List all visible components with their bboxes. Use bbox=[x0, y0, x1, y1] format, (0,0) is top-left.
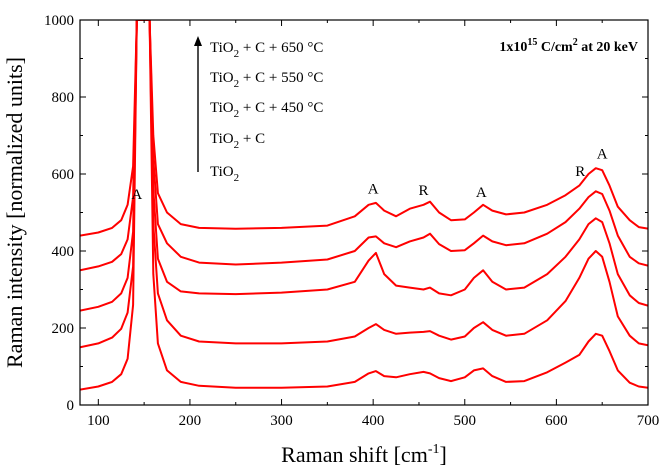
peak-label: A bbox=[476, 185, 487, 201]
x-tick-label: 700 bbox=[637, 413, 660, 429]
x-tick-label: 100 bbox=[87, 413, 110, 429]
peak-label: R bbox=[419, 183, 429, 199]
legend-entry: TiO2 + C + 650 °C bbox=[210, 40, 323, 60]
y-tick-label: 400 bbox=[52, 244, 75, 260]
peak-label: A bbox=[131, 187, 142, 203]
x-tick-label: 200 bbox=[179, 413, 202, 429]
x-tick-label: 400 bbox=[362, 413, 385, 429]
series-line-1 bbox=[80, 20, 648, 237]
peak-label: A bbox=[597, 147, 608, 163]
legend-entry: TiO2 + C bbox=[210, 131, 265, 151]
x-tick-label: 500 bbox=[454, 413, 477, 429]
plot-frame bbox=[79, 19, 649, 406]
y-tick-label: 0 bbox=[67, 398, 75, 414]
legend: TiO2 + C + 650 °C TiO2 + C + 550 °C TiO2 +… bbox=[194, 36, 323, 184]
x-axis: 100 200 300 400 500 600 700 bbox=[87, 20, 659, 429]
series-line-3 bbox=[80, 20, 648, 312]
y-axis-title: Raman intensity [normalized units] bbox=[2, 57, 27, 368]
series-line-5 bbox=[80, 20, 648, 391]
series-line-4 bbox=[80, 20, 648, 349]
series-line-2 bbox=[80, 20, 648, 272]
y-tick-label: 800 bbox=[52, 90, 75, 106]
peak-label: A bbox=[368, 181, 379, 197]
legend-entry: TiO2 + C + 450 °C bbox=[210, 100, 323, 120]
x-axis-title: Raman shift [cm-1] bbox=[281, 442, 447, 467]
arrow-up-icon bbox=[194, 36, 202, 172]
legend-entry: TiO2 bbox=[210, 164, 239, 184]
y-tick-label: 600 bbox=[52, 167, 75, 183]
x-tick-label: 600 bbox=[545, 413, 568, 429]
series-curves bbox=[80, 20, 648, 391]
peak-annotations: A A R ARA bbox=[131, 147, 607, 203]
condition-label: 1x1015 C/cm2 at 20 keV bbox=[499, 37, 638, 55]
x-tick-label: 300 bbox=[270, 413, 293, 429]
peak-label: R bbox=[575, 164, 585, 180]
y-axis: 0 200 400 600 800 1000 bbox=[44, 13, 648, 414]
y-tick-label: 1000 bbox=[44, 13, 74, 29]
y-tick-label: 200 bbox=[52, 321, 75, 337]
legend-entry: TiO2 + C + 550 °C bbox=[210, 70, 323, 90]
